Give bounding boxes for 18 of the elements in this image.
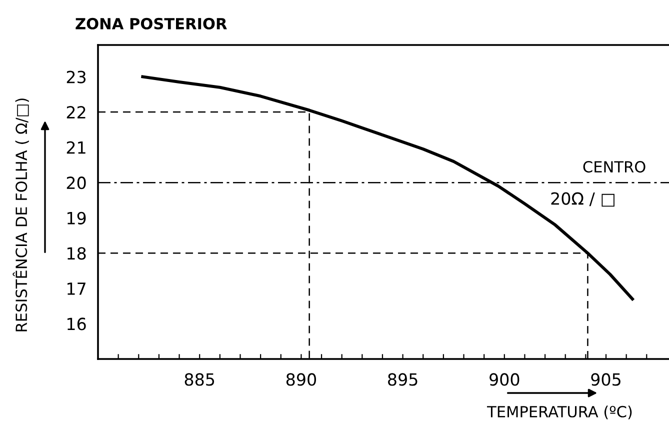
y-tick-label: 21 — [66, 141, 86, 154]
chart-title: ZONA POSTERIOR — [76, 18, 227, 30]
y-tick-label: 16 — [68, 318, 86, 330]
x-tick-label: 895 — [388, 373, 418, 386]
x-tick-label: 900 — [490, 373, 520, 386]
ref-line-label: CENTRO — [583, 161, 646, 173]
y-tick-label: 22 — [66, 106, 86, 118]
y-tick-label: 23 — [66, 70, 86, 84]
y-tick-label: 18 — [68, 247, 86, 260]
y-tick-label: 19 — [68, 212, 86, 224]
x-tick-label: 890 — [286, 373, 316, 386]
x-tick-label: 905 — [591, 373, 620, 386]
x-tick-label: 885 — [184, 373, 214, 386]
y-tick-label: 20 — [66, 176, 86, 190]
x-axis-title: TEMPERATURA (ºC) — [486, 406, 632, 420]
y-axis-title: RESISTÊNCIA DE FOLHA ( Ω/□) — [12, 98, 29, 332]
annotation: 20Ω / □ — [551, 192, 614, 207]
y-tick-label: 17 — [68, 282, 86, 295]
